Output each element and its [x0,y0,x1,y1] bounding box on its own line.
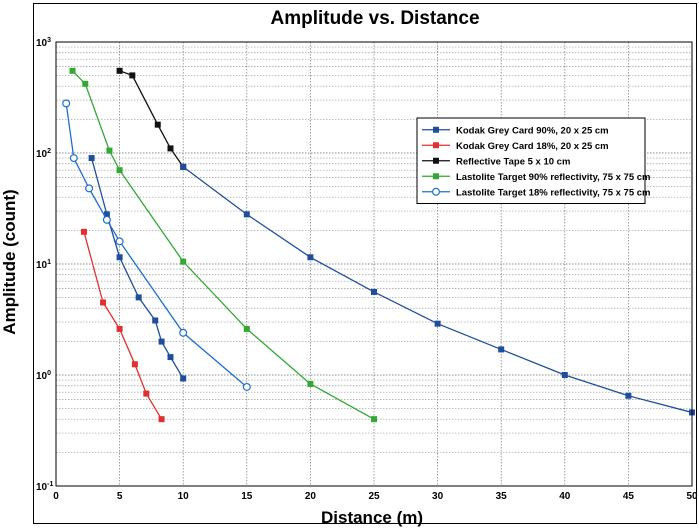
y-axis-label: Amplitude (count) [0,189,19,334]
data-point [135,294,142,301]
data-point [116,67,123,74]
data-point [103,211,110,218]
legend-marker [432,187,441,196]
figure-border [33,3,697,524]
legend-label: Lastolite Target 90% reflectivity, 75 x … [456,172,651,183]
data-point [116,254,123,261]
legend-marker [433,157,439,164]
series-line [83,231,163,420]
x-tick-label: 15 [241,491,253,502]
series-4 [69,67,377,423]
legend-marker [433,126,439,133]
data-point [180,163,187,170]
legend: Kodak Grey Card 90%, 20 x 25 cm Kodak Gre… [416,117,651,204]
data-point [307,380,314,387]
data-point [152,317,159,324]
legend-entry: Kodak Grey Card 90%, 20 x 25 cm [422,125,609,136]
data-point [102,215,111,224]
data-point [371,288,377,295]
data-point [158,338,165,345]
data-point [62,99,71,108]
data-point [82,80,89,87]
data-point [131,361,138,368]
data-point [243,325,250,332]
data-point [100,299,107,306]
data-point [561,372,568,378]
x-tick-label: 35 [496,491,508,502]
data-point [167,145,174,152]
data-point [307,254,314,261]
data-point [116,167,123,174]
legend-marker [433,173,439,180]
legend-label: Reflective Tape 5 x 10 cm [456,156,570,167]
data-point [143,390,150,397]
legend-label: Lastolite Target 18% reflectivity, 75 x … [456,187,651,198]
data-point [434,320,441,327]
data-point [69,67,76,74]
data-point [167,354,174,361]
x-tick-label: 25 [368,491,380,502]
legend-marker [433,142,439,149]
series-lines [62,67,695,423]
data-point [115,237,124,246]
x-tick-label: 45 [623,491,635,502]
chart-title: Amplitude vs. Distance [270,8,479,29]
data-point [106,147,113,154]
legend-entry: Kodak Grey Card 18%, 20 x 25 cm [422,141,609,152]
series-2 [80,228,165,423]
legend-entry: Reflective Tape 5 x 10 cm [422,156,570,167]
data-point [129,72,136,79]
legend-box [416,117,646,204]
data-point [625,392,632,399]
data-point [69,154,78,163]
data-point [180,258,187,265]
data-point [158,416,165,423]
x-tick-label: 5 [117,491,123,502]
legend-entry: Lastolite Target 90% reflectivity, 75 x … [422,172,651,183]
data-point [498,346,505,353]
data-point [85,184,94,193]
x-tick-label: 50 [686,491,698,502]
data-point [243,211,250,218]
plot-area-border [55,41,693,487]
series-6 [180,163,695,416]
legend-entry: Lastolite Target 18% reflectivity, 75 x … [422,187,651,198]
data-point [116,325,123,332]
x-axis-label: Distance (m) [321,508,423,527]
data-point [242,382,251,391]
legend-label: Kodak Grey Card 90%, 20 x 25 cm [456,125,609,136]
x-tick-label: 0 [53,491,59,502]
x-tick-label: 20 [305,491,317,502]
x-tick-label: 10 [178,491,190,502]
data-point [154,121,161,128]
data-point [179,328,188,337]
legend-label: Kodak Grey Card 18%, 20 x 25 cm [456,141,609,152]
data-point [80,228,87,235]
x-tick-labels: 0 5 10 15 20 25 30 35 40 45 50 [53,491,698,502]
series-5 [62,99,251,391]
data-point [88,155,95,162]
series-line [72,70,375,420]
data-point [371,416,377,423]
x-tick-label: 40 [559,491,571,502]
x-tick-label: 30 [432,491,444,502]
data-point [180,375,187,382]
